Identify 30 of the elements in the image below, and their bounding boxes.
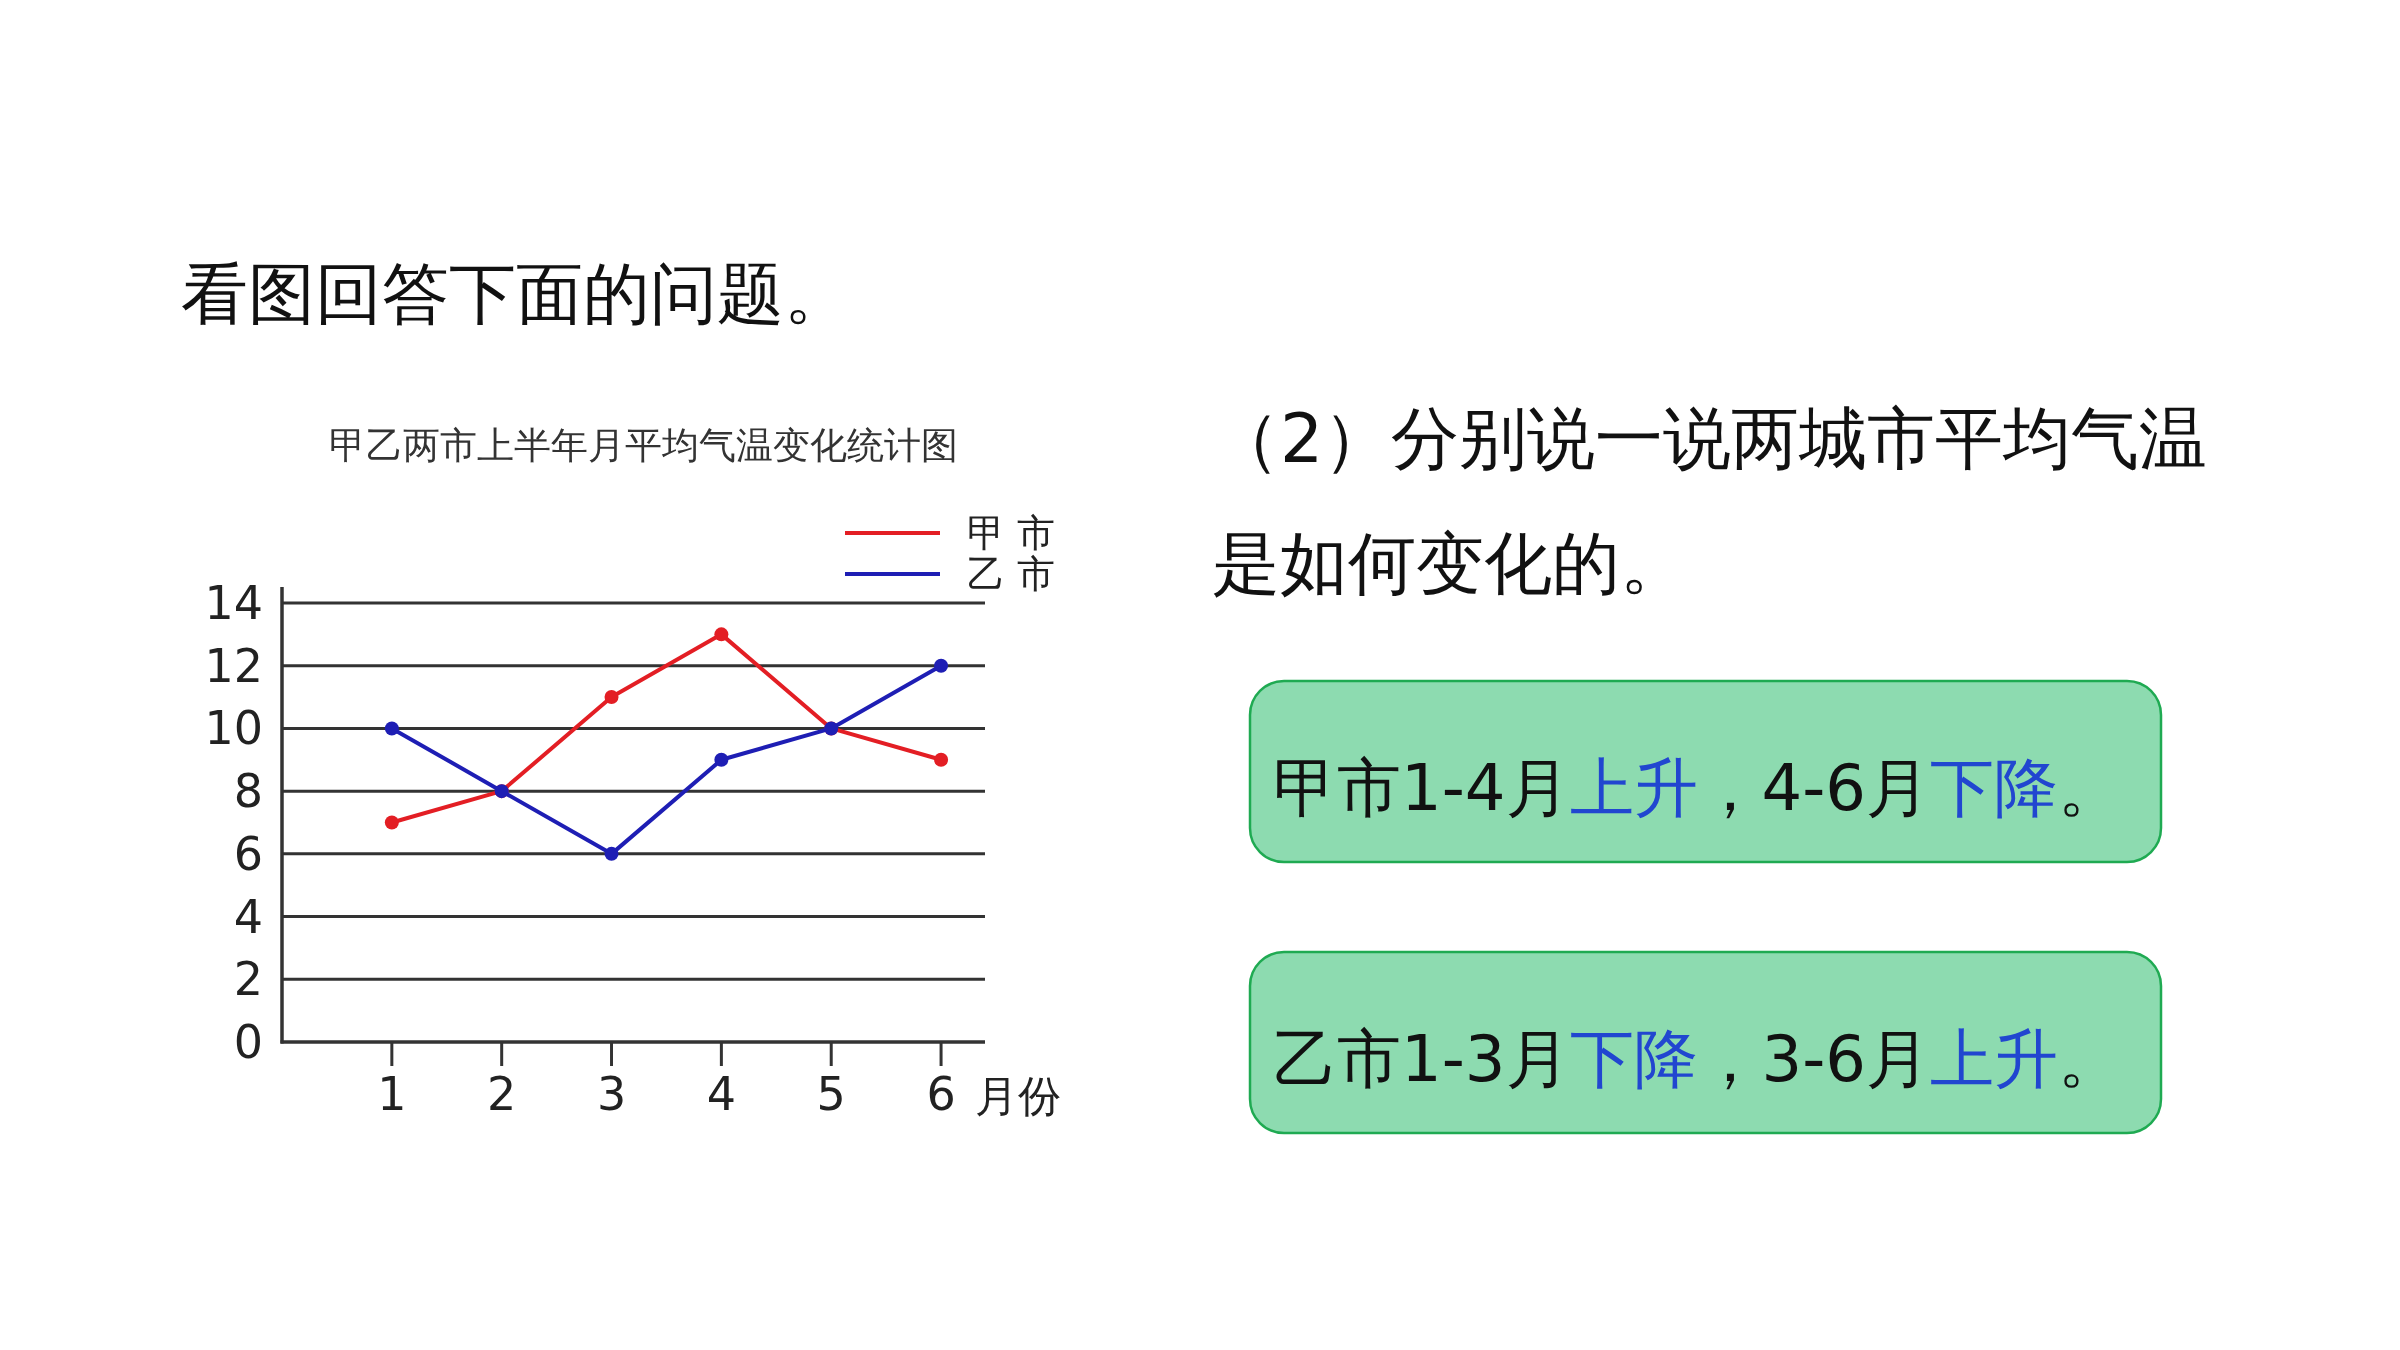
legend-label: 甲 市 <box>967 511 1056 555</box>
y-tick-label: 14 <box>204 576 263 630</box>
x-axis-label: 月份 <box>975 1071 1061 1121</box>
y-tick-label: 4 <box>233 889 263 944</box>
annotation: ，3-6月 <box>1697 1022 1931 1096</box>
y-tick-label: 2 <box>233 952 263 1007</box>
x-tick-label: 4 <box>706 1067 736 1121</box>
legend-label: 乙 市 <box>967 552 1056 596</box>
y-tick-label: 12 <box>204 638 263 693</box>
y-tick-label: 8 <box>233 764 263 819</box>
annotation: ，4-6月 <box>1697 751 1931 825</box>
annotation: 。 <box>2058 751 2123 825</box>
y-tick-label: 10 <box>204 701 263 756</box>
annotation: 下降 <box>1930 751 2059 825</box>
x-tick-label: 1 <box>377 1067 407 1121</box>
annotation: 甲市1-4月 <box>1273 751 1570 825</box>
annotation: 乙市1-3月 <box>1273 1022 1570 1096</box>
annotation: 上升 <box>1930 1022 2059 1096</box>
annotation: 看图回答下面的问题。 <box>181 255 851 333</box>
annotation: 上升 <box>1569 751 1698 825</box>
x-tick-label: 3 <box>596 1067 627 1121</box>
x-tick-label: 2 <box>487 1067 517 1121</box>
annotation: （2）分别说一说两城市平均气温是如何变化的。 <box>1212 398 2209 605</box>
annotation: 。 <box>2058 1022 2123 1096</box>
y-tick-label: 0 <box>233 1015 263 1069</box>
x-tick-label: 6 <box>926 1067 956 1121</box>
title: 甲乙两市上半年月平均气温变化统计图 <box>328 423 958 467</box>
y-tick-label: 6 <box>233 826 263 881</box>
annotation: 下降 <box>1569 1022 1698 1096</box>
x-tick-label: 5 <box>816 1067 846 1121</box>
